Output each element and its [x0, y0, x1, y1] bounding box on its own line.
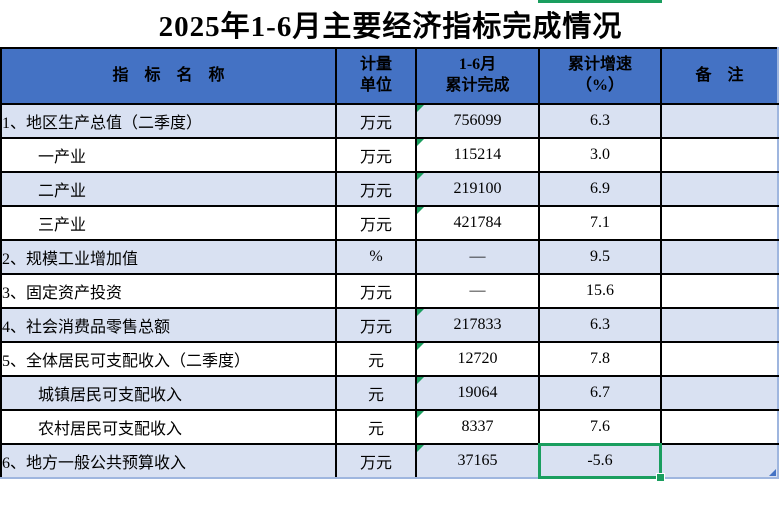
- unit-cell[interactable]: 万元: [335, 103, 417, 139]
- unit-cell[interactable]: 元: [335, 375, 417, 411]
- header-remarks[interactable]: 备 注: [660, 47, 779, 105]
- indicator-cell[interactable]: 1、地区生产总值（二季度）: [0, 103, 337, 139]
- sheet-title: 2025年1-6月主要经济指标完成情况: [158, 10, 623, 43]
- value-text: 19064: [457, 384, 498, 401]
- selection-border-remnant: [538, 0, 662, 3]
- number-as-text-indicator: [417, 445, 424, 452]
- unit-cell[interactable]: 万元: [335, 137, 417, 173]
- corner-flag-icon: [769, 469, 776, 476]
- number-as-text-indicator: [417, 309, 424, 316]
- rate-cell[interactable]: 6.7: [538, 375, 662, 411]
- value-text: 756099: [453, 112, 502, 129]
- table-row: 3、固定资产投资 万元 — 15.6: [0, 273, 779, 309]
- indicator-cell[interactable]: 4、社会消费品零售总额: [0, 307, 337, 343]
- value-cell[interactable]: 219100: [415, 171, 540, 207]
- value-text: -5.6: [587, 452, 613, 469]
- number-as-text-indicator: [417, 343, 424, 350]
- rate-cell[interactable]: 15.6: [538, 273, 662, 309]
- rate-cell[interactable]: 9.5: [538, 239, 662, 275]
- header-unit[interactable]: 计量 单位: [335, 47, 417, 105]
- unit-cell[interactable]: 万元: [335, 205, 417, 241]
- table-row: 6、地方一般公共预算收入 万元 37165 -5.6: [0, 443, 779, 482]
- remarks-cell[interactable]: [660, 171, 779, 207]
- number-as-text-indicator: [417, 377, 424, 384]
- remarks-cell[interactable]: [660, 273, 779, 309]
- remarks-cell[interactable]: [660, 205, 779, 241]
- value-text: 37165: [457, 452, 498, 469]
- unit-cell[interactable]: 万元: [335, 443, 417, 479]
- value-text: 8337: [461, 418, 494, 435]
- remarks-cell[interactable]: [660, 443, 779, 479]
- remarks-cell[interactable]: [660, 341, 779, 377]
- value-text: 219100: [453, 180, 502, 197]
- value-cell[interactable]: —: [415, 239, 540, 275]
- value-text: 115214: [453, 146, 502, 163]
- indicator-cell[interactable]: 城镇居民可支配收入: [0, 375, 337, 411]
- header-cumulative-growth[interactable]: 累计增速 （%）: [538, 47, 662, 105]
- rate-cell[interactable]: 6.3: [538, 103, 662, 139]
- value-cell[interactable]: 421784: [415, 205, 540, 241]
- value-text: 421784: [453, 214, 502, 231]
- value-cell[interactable]: 19064: [415, 375, 540, 411]
- rate-cell-selected[interactable]: -5.6: [538, 443, 665, 482]
- value-cell[interactable]: 12720: [415, 341, 540, 377]
- rate-cell[interactable]: 7.8: [538, 341, 662, 377]
- unit-cell[interactable]: %: [335, 239, 417, 275]
- remarks-cell[interactable]: [660, 409, 779, 445]
- value-cell[interactable]: 37165: [415, 443, 540, 479]
- number-as-text-indicator: [417, 411, 424, 418]
- rate-cell[interactable]: 6.3: [538, 307, 662, 343]
- value-cell[interactable]: 8337: [415, 409, 540, 445]
- rate-cell[interactable]: 7.6: [538, 409, 662, 445]
- indicator-cell[interactable]: 3、固定资产投资: [0, 273, 337, 309]
- unit-cell[interactable]: 万元: [335, 307, 417, 343]
- header-cumulative-completed[interactable]: 1-6月 累计完成: [415, 47, 540, 105]
- number-as-text-indicator: [417, 207, 424, 214]
- value-cell[interactable]: 756099: [415, 103, 540, 139]
- remarks-cell[interactable]: [660, 137, 779, 173]
- indicator-cell[interactable]: 6、地方一般公共预算收入: [0, 443, 337, 479]
- header-row: 指 标 名 称 计量 单位 1-6月 累计完成 累计增速 （%） 备 注: [0, 47, 779, 105]
- remarks-cell[interactable]: [660, 103, 779, 139]
- table-row: 1、地区生产总值（二季度） 万元 756099 6.3: [0, 103, 779, 139]
- table-row: 农村居民可支配收入 元 8337 7.6: [0, 409, 779, 445]
- table-row: 二产业 万元 219100 6.9: [0, 171, 779, 207]
- value-text: 12720: [457, 350, 498, 367]
- remarks-cell[interactable]: [660, 375, 779, 411]
- indicator-cell[interactable]: 一产业: [0, 137, 337, 173]
- table-row: 4、社会消费品零售总额 万元 217833 6.3: [0, 307, 779, 343]
- unit-cell[interactable]: 元: [335, 409, 417, 445]
- rate-cell[interactable]: 3.0: [538, 137, 662, 173]
- indicator-cell[interactable]: 2、规模工业增加值: [0, 239, 337, 275]
- number-as-text-indicator: [417, 139, 424, 146]
- value-text: 217833: [453, 316, 502, 333]
- rate-cell[interactable]: 7.1: [538, 205, 662, 241]
- unit-cell[interactable]: 万元: [335, 171, 417, 207]
- indicator-cell[interactable]: 二产业: [0, 171, 337, 207]
- fill-handle[interactable]: [656, 473, 665, 482]
- number-as-text-indicator: [417, 173, 424, 180]
- table-row: 一产业 万元 115214 3.0: [0, 137, 779, 173]
- remarks-cell[interactable]: [660, 307, 779, 343]
- indicator-cell[interactable]: 5、全体居民可支配收入（二季度）: [0, 341, 337, 377]
- table-row: 5、全体居民可支配收入（二季度） 元 12720 7.8: [0, 341, 779, 377]
- header-indicator-name[interactable]: 指 标 名 称: [0, 47, 337, 105]
- table-row: 三产业 万元 421784 7.1: [0, 205, 779, 241]
- unit-cell[interactable]: 元: [335, 341, 417, 377]
- indicators-table: 指 标 名 称 计量 单位 1-6月 累计完成 累计增速 （%） 备 注 1、地…: [0, 47, 779, 482]
- value-cell[interactable]: 217833: [415, 307, 540, 343]
- unit-cell[interactable]: 万元: [335, 273, 417, 309]
- number-as-text-indicator: [417, 105, 424, 112]
- remarks-cell[interactable]: [660, 239, 779, 275]
- indicator-cell[interactable]: 农村居民可支配收入: [0, 409, 337, 445]
- value-cell[interactable]: —: [415, 273, 540, 309]
- table-row: 2、规模工业增加值 % — 9.5: [0, 239, 779, 275]
- rate-cell[interactable]: 6.9: [538, 171, 662, 207]
- table-row: 城镇居民可支配收入 元 19064 6.7: [0, 375, 779, 411]
- indicator-cell[interactable]: 三产业: [0, 205, 337, 241]
- value-cell[interactable]: 115214: [415, 137, 540, 173]
